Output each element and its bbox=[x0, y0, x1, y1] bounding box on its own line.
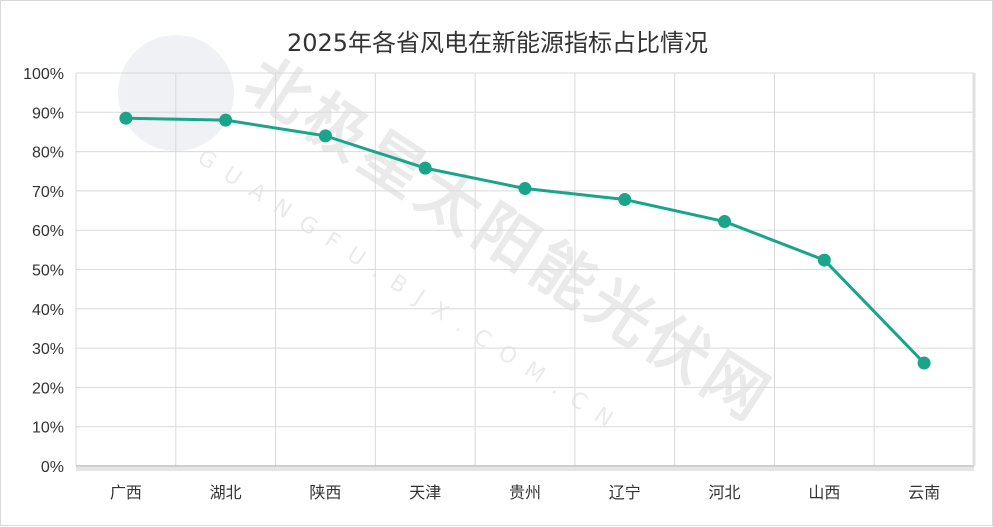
y-tick-label: 20% bbox=[32, 380, 64, 397]
y-tick-label: 50% bbox=[32, 263, 64, 280]
x-tick-label: 天津 bbox=[409, 483, 441, 502]
x-tick-label: 湖北 bbox=[210, 483, 242, 502]
data-point bbox=[518, 182, 532, 196]
x-tick-label: 陕西 bbox=[309, 483, 341, 502]
x-tick-label: 河北 bbox=[709, 483, 741, 502]
x-tick-label: 广西 bbox=[110, 483, 142, 502]
chart-title: 2025年各省风电在新能源指标占比情况 bbox=[286, 29, 709, 57]
y-axis: 0% 10% 20% 30% 40% 50% 60% 70% 80% 90% 100% bbox=[23, 66, 64, 476]
data-point bbox=[318, 129, 332, 143]
x-tick-label: 山西 bbox=[808, 483, 840, 502]
grid bbox=[75, 72, 975, 466]
watermark: 北极星太阳能光伏网 GUANGFU.BJX.COM.CN bbox=[118, 35, 786, 440]
y-tick-label: 60% bbox=[32, 223, 64, 240]
data-point bbox=[917, 356, 931, 370]
x-axis: 广西 湖北 陕西 天津 贵州 辽宁 河北 山西 云南 bbox=[76, 73, 976, 502]
data-point bbox=[817, 253, 831, 267]
data-point bbox=[718, 215, 732, 229]
y-tick-label: 70% bbox=[32, 184, 64, 201]
y-tick-label: 80% bbox=[32, 145, 64, 162]
y-tick-label: 100% bbox=[23, 66, 64, 83]
data-point bbox=[618, 193, 632, 207]
data-point bbox=[219, 113, 233, 127]
y-tick-label: 0% bbox=[41, 459, 64, 476]
x-tick-label: 辽宁 bbox=[609, 483, 641, 502]
y-tick-label: 40% bbox=[32, 302, 64, 319]
x-tick-label: 云南 bbox=[908, 483, 940, 502]
y-tick-label: 90% bbox=[32, 105, 64, 122]
y-tick-label: 30% bbox=[32, 341, 64, 358]
data-point bbox=[119, 111, 133, 125]
data-point bbox=[418, 161, 432, 175]
y-tick-label: 10% bbox=[32, 420, 64, 437]
x-tick-label: 贵州 bbox=[509, 483, 541, 502]
series-layer bbox=[119, 111, 931, 370]
